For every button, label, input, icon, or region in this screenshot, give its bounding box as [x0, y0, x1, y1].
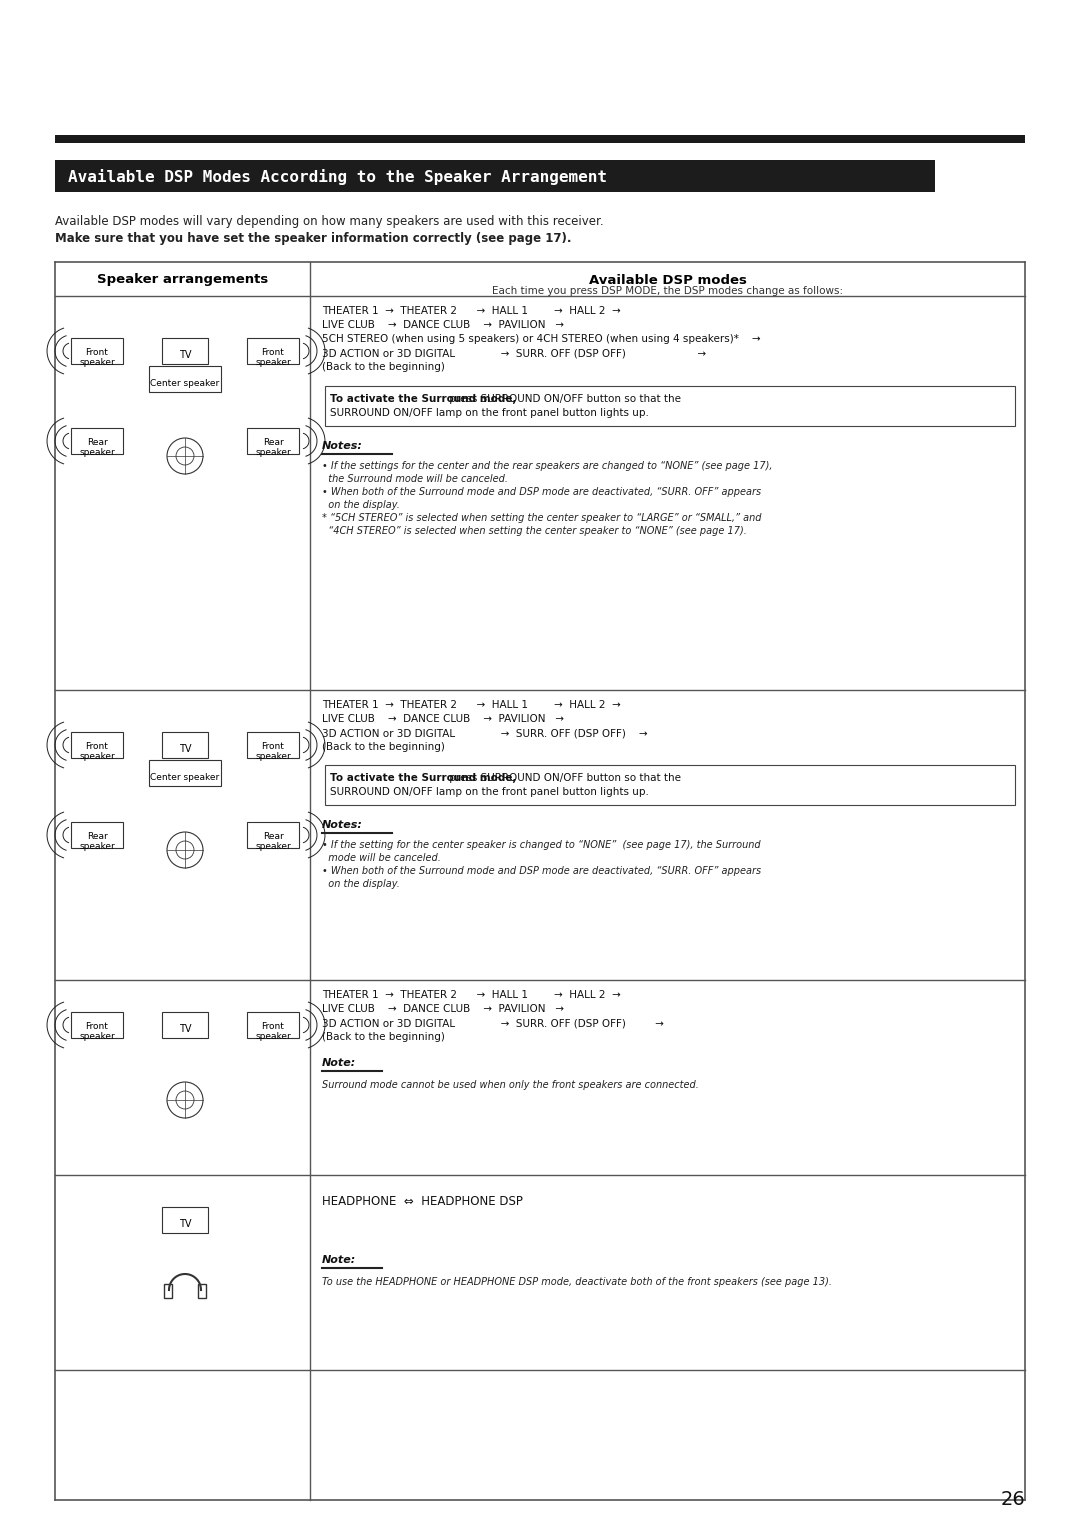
Text: Rear: Rear	[86, 832, 107, 841]
Bar	[164, 1284, 172, 1298]
Text: LIVE CLUB    →  DANCE CLUB    →  PAVILION   →: LIVE CLUB → DANCE CLUB → PAVILION →	[322, 320, 564, 330]
Text: TV: TV	[179, 745, 191, 754]
Bar	[325, 385, 1015, 427]
Text: speaker: speaker	[79, 358, 114, 367]
Text: Notes:: Notes:	[322, 820, 363, 830]
Text: “4CH STEREO” is selected when setting the center speaker to “NONE” (see page 17): “4CH STEREO” is selected when setting th…	[322, 526, 747, 537]
Text: on the display.: on the display.	[322, 879, 400, 888]
Text: speaker: speaker	[255, 1032, 291, 1041]
Text: 26: 26	[1000, 1489, 1025, 1509]
Text: • When both of the Surround mode and DSP mode are deactivated, “SURR. OFF” appea: • When both of the Surround mode and DSP…	[322, 865, 761, 876]
Text: HEADPHONE  ⇔  HEADPHONE DSP: HEADPHONE ⇔ HEADPHONE DSP	[322, 1196, 523, 1208]
Text: 3D ACTION or 3D DIGITAL              →  SURR. OFF (DSP OFF)    →: 3D ACTION or 3D DIGITAL → SURR. OFF (DSP…	[322, 728, 648, 739]
Text: press SURROUND ON/OFF button so that the: press SURROUND ON/OFF button so that the	[446, 394, 680, 404]
Text: Rear: Rear	[86, 437, 107, 446]
Text: THEATER 1  →  THEATER 2      →  HALL 1        →  HALL 2  →: THEATER 1 → THEATER 2 → HALL 1 → HALL 2 …	[322, 700, 621, 709]
Text: Front: Front	[85, 742, 108, 751]
Bar	[71, 823, 123, 849]
Text: Make sure that you have set the speaker information correctly (see page 17).: Make sure that you have set the speaker …	[55, 232, 571, 245]
Text: • If the setting for the center speaker is changed to “NONE”  (see page 17), the: • If the setting for the center speaker …	[322, 839, 760, 850]
Bar	[325, 764, 1015, 804]
Bar	[149, 760, 221, 786]
Text: Rear: Rear	[262, 832, 283, 841]
Bar	[55, 135, 1025, 144]
Text: speaker: speaker	[255, 842, 291, 852]
Bar	[71, 1012, 123, 1038]
Text: Center speaker: Center speaker	[150, 379, 219, 387]
Text: speaker: speaker	[79, 1032, 114, 1041]
Bar	[247, 1012, 299, 1038]
Bar	[247, 732, 299, 758]
Text: on the display.: on the display.	[322, 500, 400, 511]
Text: • If the settings for the center and the rear speakers are changed to “NONE” (se: • If the settings for the center and the…	[322, 462, 772, 471]
Text: speaker: speaker	[255, 752, 291, 761]
Text: mode will be canceled.: mode will be canceled.	[322, 853, 441, 862]
Text: Front: Front	[261, 349, 284, 356]
Text: speaker: speaker	[255, 358, 291, 367]
Text: press SURROUND ON/OFF button so that the: press SURROUND ON/OFF button so that the	[446, 774, 680, 783]
Bar	[247, 428, 299, 454]
Text: Speaker arrangements: Speaker arrangements	[97, 272, 268, 286]
Text: Center speaker: Center speaker	[150, 772, 219, 781]
Text: THEATER 1  →  THEATER 2      →  HALL 1        →  HALL 2  →: THEATER 1 → THEATER 2 → HALL 1 → HALL 2 …	[322, 306, 621, 317]
Bar	[71, 338, 123, 364]
Bar	[247, 823, 299, 849]
Text: SURROUND ON/OFF lamp on the front panel button lights up.: SURROUND ON/OFF lamp on the front panel …	[330, 408, 649, 417]
Bar	[162, 1206, 208, 1232]
Text: * “5CH STEREO” is selected when setting the center speaker to “LARGE” or “SMALL,: * “5CH STEREO” is selected when setting …	[322, 514, 761, 523]
Text: (Back to the beginning): (Back to the beginning)	[322, 1032, 445, 1041]
Bar	[162, 338, 208, 364]
Text: Rear: Rear	[262, 437, 283, 446]
Bar	[162, 732, 208, 758]
Text: LIVE CLUB    →  DANCE CLUB    →  PAVILION   →: LIVE CLUB → DANCE CLUB → PAVILION →	[322, 714, 564, 725]
Bar	[198, 1284, 206, 1298]
Text: TV: TV	[179, 350, 191, 359]
Text: the Surround mode will be canceled.: the Surround mode will be canceled.	[322, 474, 508, 485]
Text: Front: Front	[261, 742, 284, 751]
Bar	[162, 1012, 208, 1038]
Text: To use the HEADPHONE or HEADPHONE DSP mode, deactivate both of the front speaker: To use the HEADPHONE or HEADPHONE DSP mo…	[322, 1277, 832, 1287]
Text: speaker: speaker	[255, 448, 291, 457]
Text: 3D ACTION or 3D DIGITAL              →  SURR. OFF (DSP OFF)                     : 3D ACTION or 3D DIGITAL → SURR. OFF (DSP…	[322, 349, 706, 358]
Text: speaker: speaker	[79, 752, 114, 761]
Text: Surround mode cannot be used when only the front speakers are connected.: Surround mode cannot be used when only t…	[322, 1079, 699, 1090]
Bar	[55, 161, 935, 193]
Bar	[71, 732, 123, 758]
Text: To activate the Surround mode,: To activate the Surround mode,	[330, 774, 516, 783]
Text: Available DSP modes will vary depending on how many speakers are used with this : Available DSP modes will vary depending …	[55, 216, 604, 228]
Text: Available DSP modes: Available DSP modes	[589, 274, 746, 287]
Bar	[149, 365, 221, 391]
Text: To activate the Surround mode,: To activate the Surround mode,	[330, 394, 516, 404]
Text: Each time you press DSP MODE, the DSP modes change as follows:: Each time you press DSP MODE, the DSP mo…	[491, 286, 843, 297]
Text: (Back to the beginning): (Back to the beginning)	[322, 742, 445, 752]
Text: LIVE CLUB    →  DANCE CLUB    →  PAVILION   →: LIVE CLUB → DANCE CLUB → PAVILION →	[322, 1005, 564, 1014]
Text: TV: TV	[179, 1219, 191, 1229]
Text: Front: Front	[85, 349, 108, 356]
Text: THEATER 1  →  THEATER 2      →  HALL 1        →  HALL 2  →: THEATER 1 → THEATER 2 → HALL 1 → HALL 2 …	[322, 989, 621, 1000]
Text: • When both of the Surround mode and DSP mode are deactivated, “SURR. OFF” appea: • When both of the Surround mode and DSP…	[322, 488, 761, 497]
Text: speaker: speaker	[79, 842, 114, 852]
Text: 3D ACTION or 3D DIGITAL              →  SURR. OFF (DSP OFF)         →: 3D ACTION or 3D DIGITAL → SURR. OFF (DSP…	[322, 1018, 664, 1027]
Text: speaker: speaker	[79, 448, 114, 457]
Text: (Back to the beginning): (Back to the beginning)	[322, 362, 445, 372]
Text: Front: Front	[261, 1021, 284, 1031]
Bar	[247, 338, 299, 364]
Text: Notes:: Notes:	[322, 440, 363, 451]
Text: TV: TV	[179, 1024, 191, 1034]
Text: SURROUND ON/OFF lamp on the front panel button lights up.: SURROUND ON/OFF lamp on the front panel …	[330, 787, 649, 797]
Bar	[71, 428, 123, 454]
Text: Note:: Note:	[322, 1058, 356, 1067]
Text: 5CH STEREO (when using 5 speakers) or 4CH STEREO (when using 4 speakers)*    →: 5CH STEREO (when using 5 speakers) or 4C…	[322, 333, 760, 344]
Text: Available DSP Modes According to the Speaker Arrangement: Available DSP Modes According to the Spe…	[68, 170, 607, 185]
Text: Front: Front	[85, 1021, 108, 1031]
Text: Note:: Note:	[322, 1255, 356, 1264]
